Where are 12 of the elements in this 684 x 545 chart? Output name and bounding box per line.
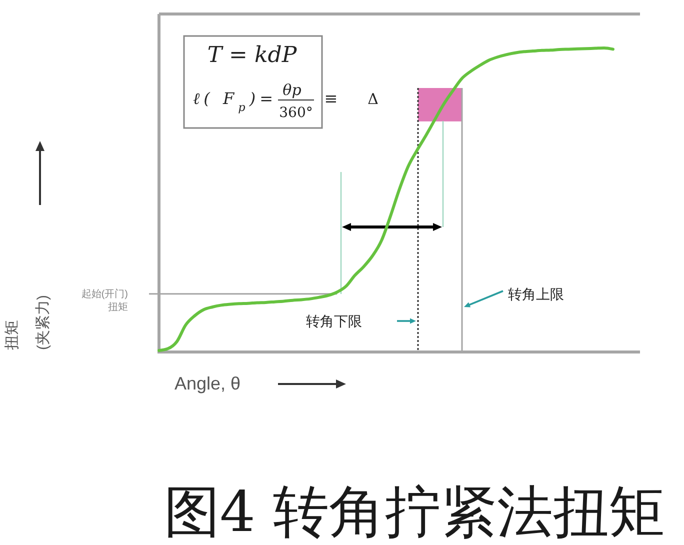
annotation: 360° (279, 105, 313, 121)
annotation: T = kdP (207, 43, 298, 68)
text: 图4 转角拧紧法扭矩 (164, 480, 666, 545)
annotation: Δ (368, 90, 379, 108)
text: 扭矩 (夹紧力) (4, 295, 52, 350)
annotation: 转角上限 (508, 286, 564, 302)
annotation: ℓ( F$_{p}$)= (193, 89, 273, 114)
ref-line-label: 起始(开门) 扭矩 (81, 288, 128, 313)
annotation: ≡ (324, 89, 338, 108)
x-axis-title: Angle, θ (174, 374, 241, 394)
annotation: θp (282, 81, 302, 99)
annotation: 转角下限 (306, 313, 362, 329)
